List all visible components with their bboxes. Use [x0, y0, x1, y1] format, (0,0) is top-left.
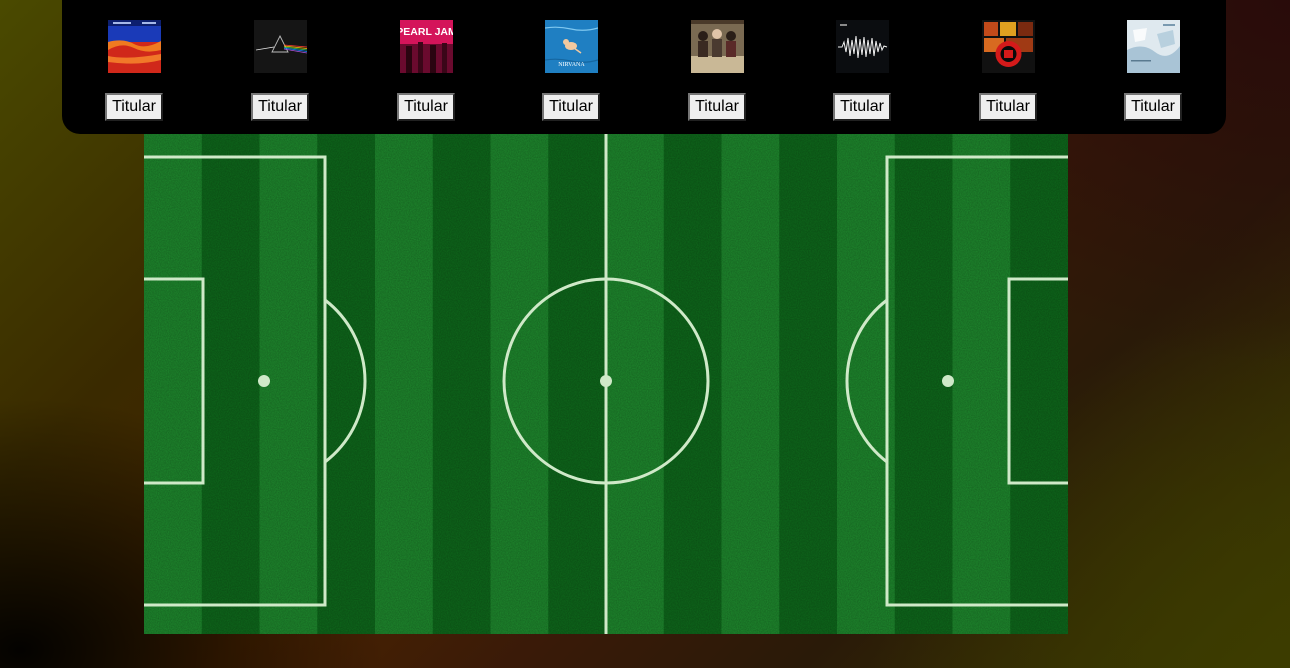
left-goal-box	[144, 277, 205, 485]
left-penalty-arc	[324, 298, 367, 464]
player-slot: NIRVANA Titular	[499, 0, 644, 134]
player-slot: Titular	[62, 0, 207, 134]
player-slot: Titular	[645, 0, 790, 134]
center-spot	[600, 375, 612, 387]
player-slot: Titular	[1081, 0, 1226, 134]
player-slot: Titular	[936, 0, 1081, 134]
center-circle	[502, 277, 710, 485]
player-slot: Titular	[208, 0, 353, 134]
titular-button[interactable]: Titular	[979, 93, 1037, 121]
player-slot: PEARL JAM Titular	[354, 0, 499, 134]
right-penalty-spot	[942, 375, 954, 387]
californication-cover-image	[108, 20, 161, 73]
album-cover[interactable]	[254, 20, 307, 73]
right-penalty-box	[885, 155, 1068, 607]
titular-button[interactable]: Titular	[833, 93, 891, 121]
player-slot: Titular	[790, 0, 935, 134]
football-pitch	[144, 134, 1068, 634]
titular-button[interactable]: Titular	[688, 93, 746, 121]
titular-button[interactable]: Titular	[105, 93, 163, 121]
ten-cover-image: PEARL JAM	[400, 20, 453, 73]
nevermind-cover-image: NIRVANA	[545, 20, 598, 73]
album-cover[interactable]	[108, 20, 161, 73]
red-emblem-cover-image	[982, 20, 1035, 73]
album-cover[interactable]	[1127, 20, 1180, 73]
pitch-drawing	[144, 134, 1068, 634]
titular-button[interactable]: Titular	[1124, 93, 1182, 121]
dark-side-cover-image	[254, 20, 307, 73]
am-cover-image	[836, 20, 889, 73]
titular-button[interactable]: Titular	[542, 93, 600, 121]
right-goal-box	[1007, 277, 1068, 485]
ok-computer-cover-image	[1127, 20, 1180, 73]
cover-title-text: NIRVANA	[558, 62, 585, 68]
pitch-spots	[258, 375, 954, 387]
titular-button[interactable]: Titular	[251, 93, 309, 121]
right-penalty-arc	[845, 298, 888, 464]
cover-title-text: PEARL JAM	[400, 26, 453, 38]
band-photo-cover-image	[691, 20, 744, 73]
album-toolbar: Titular Titular	[62, 0, 1226, 134]
titular-button[interactable]: Titular	[397, 93, 455, 121]
album-cover[interactable]	[836, 20, 889, 73]
album-cover[interactable]	[982, 20, 1035, 73]
album-cover[interactable]: PEARL JAM	[400, 20, 453, 73]
album-cover[interactable]	[691, 20, 744, 73]
left-penalty-spot	[258, 375, 270, 387]
album-cover[interactable]: NIRVANA	[545, 20, 598, 73]
left-penalty-box	[144, 155, 327, 607]
